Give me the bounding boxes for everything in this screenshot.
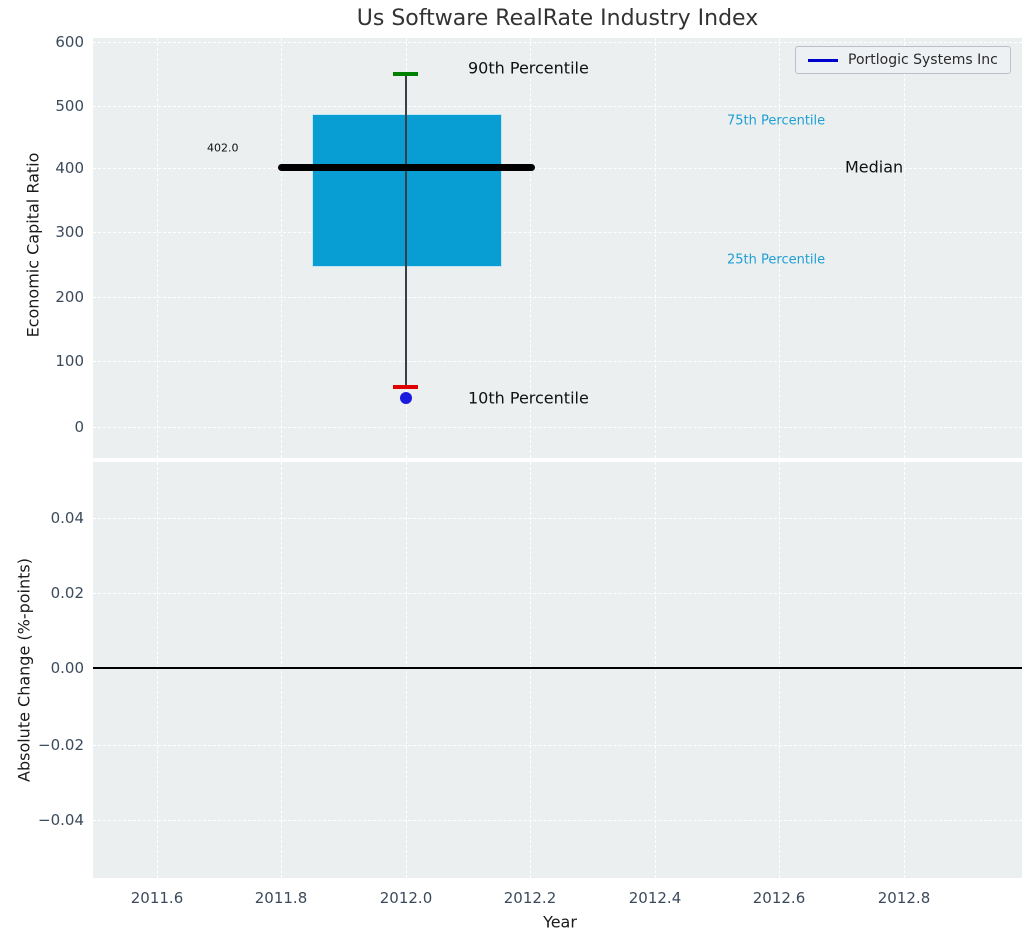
xtick-2012.6: 2012.6 — [752, 889, 806, 907]
x-axis-label: Year — [543, 912, 577, 932]
xtick-2011.8: 2011.8 — [254, 889, 308, 907]
ytick-200: 200 — [55, 288, 84, 306]
xtick-2012.4: 2012.4 — [628, 889, 682, 907]
gridline-v — [281, 38, 282, 458]
gridline-v — [530, 462, 531, 878]
gridline-h — [93, 745, 1022, 746]
chart-title: Us Software RealRate Industry Index — [356, 6, 759, 31]
median-line — [278, 164, 535, 171]
annotation-90th-percentile: 90th Percentile — [468, 58, 589, 78]
gridline-h — [93, 297, 1022, 298]
p90-cap — [393, 72, 418, 76]
annotation-25th-percentile: 25th Percentile — [727, 252, 826, 268]
top-axes: 402.0 90th Percentile 75th Percentile Me… — [93, 38, 1022, 458]
median-value-label: 402.0 — [207, 141, 239, 155]
zero-baseline — [93, 667, 1022, 669]
gridline-v — [281, 462, 282, 878]
gridline-h — [93, 42, 1022, 43]
xtick-2011.6: 2011.6 — [130, 889, 184, 907]
ytick-300: 300 — [55, 223, 84, 241]
gridline-v — [904, 462, 905, 878]
ytick-0.02: 0.02 — [50, 584, 84, 602]
gridline-v — [779, 38, 780, 458]
gridline-v — [655, 462, 656, 878]
xtick-2012.2: 2012.2 — [503, 889, 557, 907]
bottom-axes — [93, 462, 1022, 878]
gridline-h — [93, 427, 1022, 428]
legend: Portlogic Systems Inc — [795, 46, 1011, 74]
whisker-line — [405, 75, 407, 388]
gridline-v — [904, 38, 905, 458]
annotation-75th-percentile: 75th Percentile — [727, 113, 826, 129]
percentile-box — [312, 114, 502, 267]
top-y-axis-label: Economic Capital Ratio — [23, 152, 43, 338]
ytick-0.04: 0.04 — [50, 509, 84, 527]
legend-line-sample — [808, 58, 838, 62]
gridline-h — [93, 593, 1022, 594]
gridline-h — [93, 361, 1022, 362]
gridline-h — [93, 168, 1022, 169]
gridline-v — [530, 38, 531, 458]
gridline-v — [406, 462, 407, 878]
annotation-median: Median — [845, 157, 904, 177]
gridline-v — [779, 462, 780, 878]
gridline-h — [93, 820, 1022, 821]
xtick-2012.0: 2012.0 — [379, 889, 433, 907]
annotation-10th-percentile: 10th Percentile — [468, 388, 589, 408]
ytick-0.00: 0.00 — [50, 659, 84, 677]
gridline-h — [93, 518, 1022, 519]
legend-label: Portlogic Systems Inc — [848, 52, 998, 68]
ytick-600: 600 — [55, 33, 84, 51]
ytick-100: 100 — [55, 352, 84, 370]
ytick--0.02: −0.02 — [38, 736, 84, 754]
gridline-v — [157, 462, 158, 878]
xtick-2012.8: 2012.8 — [877, 889, 931, 907]
bottom-y-axis-label: Absolute Change (%-points) — [14, 558, 34, 782]
p10-cap — [393, 385, 418, 389]
ytick--0.04: −0.04 — [38, 811, 84, 829]
ytick-0: 0 — [74, 418, 84, 436]
gridline-h — [93, 232, 1022, 233]
gridline-v — [157, 38, 158, 458]
gridline-v — [655, 38, 656, 458]
ytick-500: 500 — [55, 97, 84, 115]
ytick-400: 400 — [55, 159, 84, 177]
company-marker-dot — [400, 392, 412, 404]
gridline-h — [93, 106, 1022, 107]
